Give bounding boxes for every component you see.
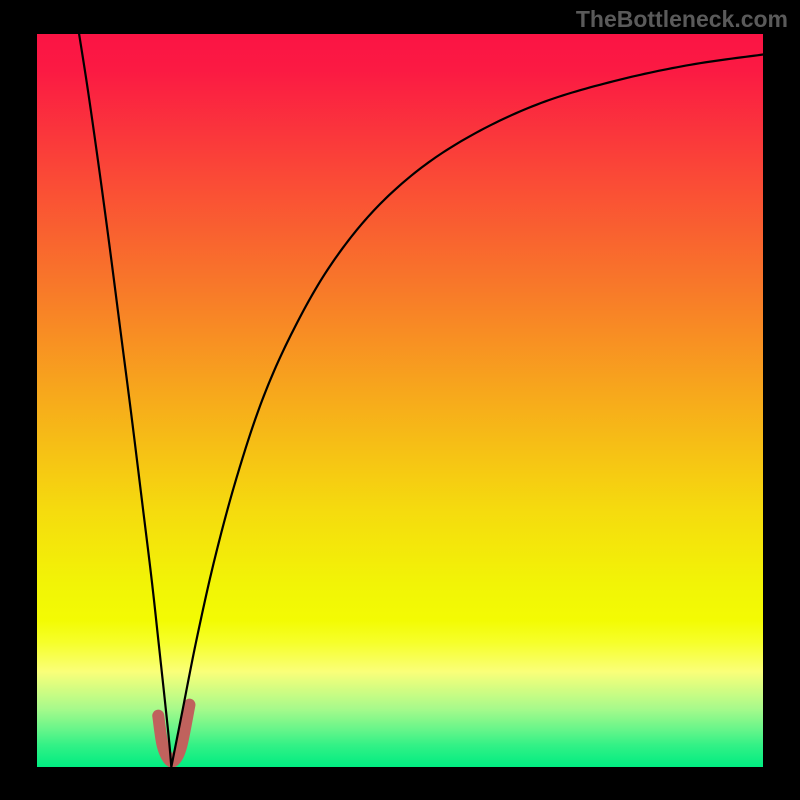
chart-stage: TheBottleneck.com (0, 0, 800, 800)
watermark-text: TheBottleneck.com (576, 6, 788, 33)
gradient-background (37, 34, 763, 767)
plot-frame (35, 32, 765, 769)
plot-svg (37, 34, 763, 767)
